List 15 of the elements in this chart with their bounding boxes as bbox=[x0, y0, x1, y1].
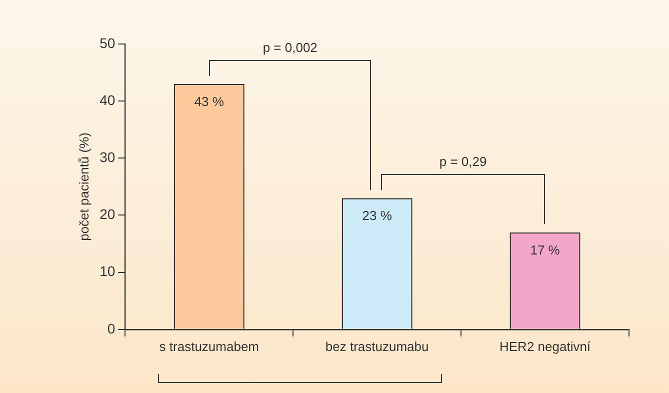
x-tick-label: HER2 negativní bbox=[499, 338, 591, 354]
y-tick-label: 0 bbox=[107, 320, 116, 336]
y-axis-title: počet pacientů (%) bbox=[76, 132, 92, 241]
y-tick-label: 10 bbox=[100, 263, 116, 280]
x-tick-label: s trastuzumabem bbox=[159, 338, 259, 354]
y-tick-label: 50 bbox=[100, 34, 116, 51]
annotation: p = 0,002 bbox=[262, 40, 318, 56]
y-tick-label: 40 bbox=[100, 92, 116, 108]
data-label: 23 % bbox=[362, 208, 392, 224]
data-label: 43 % bbox=[194, 94, 224, 110]
annotation: p = 0,29 bbox=[439, 154, 487, 170]
y-tick-label: 30 bbox=[100, 149, 116, 166]
y-tick-label: 20 bbox=[100, 206, 116, 222]
data-label: 17 % bbox=[530, 242, 560, 258]
x-tick-label: bez trastuzumabu bbox=[325, 338, 429, 354]
